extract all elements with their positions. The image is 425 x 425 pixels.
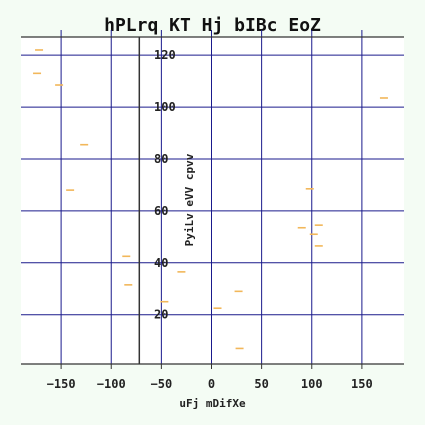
tick-labels: −150 −100 −50 0 50 100 150 20 40 60 80 100 120 <box>47 48 373 391</box>
y-tick-label: 100 <box>154 100 176 114</box>
chart-title: hPLrq KT Hj bIBc EoZ <box>104 15 321 36</box>
x-tick-label: −150 <box>47 377 76 391</box>
y-tick-label: 80 <box>154 152 168 166</box>
x-axis-label: uFj mDifXe <box>179 397 246 410</box>
y-tick-label: 60 <box>154 204 168 218</box>
x-tick-label: 50 <box>254 377 268 391</box>
plot-area <box>21 37 404 364</box>
x-tick-label: 0 <box>208 377 215 391</box>
y-tick-label: 120 <box>154 48 176 62</box>
x-tick-label: −50 <box>151 377 173 391</box>
y-tick-label: 40 <box>154 256 168 270</box>
grid <box>21 30 404 369</box>
y-axis-label: PyiLv eVV cpvv <box>183 153 196 246</box>
axes <box>21 36 404 365</box>
data-points <box>33 49 388 350</box>
x-tick-label: 100 <box>301 377 323 391</box>
y-tick-label: 20 <box>154 308 168 322</box>
x-tick-label: 150 <box>351 377 373 391</box>
x-tick-label: −100 <box>97 377 126 391</box>
